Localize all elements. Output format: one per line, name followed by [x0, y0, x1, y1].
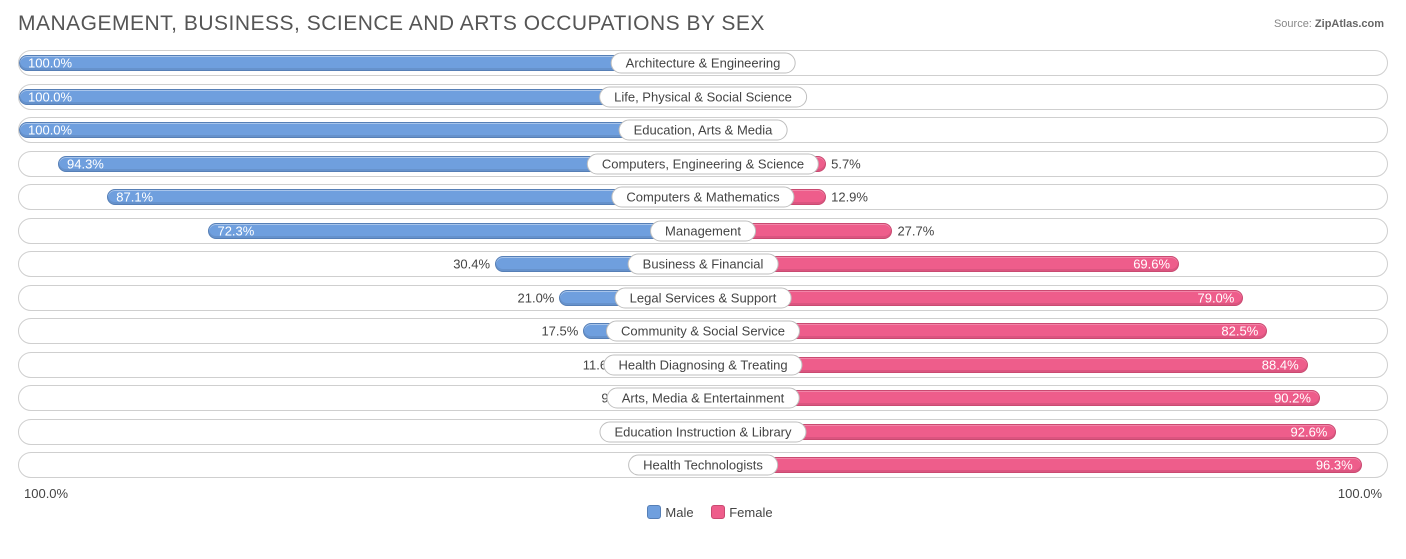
chart-row: 100.0%0.0%Life, Physical & Social Scienc…	[18, 84, 1388, 110]
category-pill: Business & Financial	[628, 254, 779, 275]
category-pill: Life, Physical & Social Science	[599, 86, 807, 107]
female-pct-label: 96.3%	[1316, 458, 1353, 473]
chart-row: 17.5% 82.5% Community & Social Service	[18, 318, 1388, 344]
female-pct-label: 5.7%	[831, 156, 861, 171]
x-axis: 100.0% 100.0%	[18, 486, 1388, 501]
chart-row: 9.8% 90.2% Arts, Media & Entertainment	[18, 385, 1388, 411]
category-pill: Architecture & Engineering	[611, 53, 796, 74]
chart-row: 3.7% 96.3% Health Technologists	[18, 452, 1388, 478]
male-track: 11.6%	[19, 353, 703, 377]
female-track: 82.5%	[703, 319, 1387, 343]
male-track: 3.7%	[19, 453, 703, 477]
source-name: ZipAtlas.com	[1315, 18, 1384, 30]
female-swatch	[711, 505, 725, 519]
female-pct-label: 69.6%	[1133, 257, 1170, 272]
category-pill: Community & Social Service	[606, 321, 800, 342]
category-pill: Computers, Engineering & Science	[587, 153, 819, 174]
female-track: 96.3%	[703, 453, 1387, 477]
male-bar: 100.0%	[19, 122, 703, 138]
male-pct-label: 100.0%	[28, 123, 72, 138]
male-pct-label: 100.0%	[28, 89, 72, 104]
male-track: 17.5%	[19, 319, 703, 343]
chart-row: 11.6% 88.4% Health Diagnosing & Treating	[18, 352, 1388, 378]
female-track: 12.9%	[703, 185, 1387, 209]
source-prefix: Source:	[1274, 18, 1315, 30]
male-track: 30.4%	[19, 252, 703, 276]
legend-male-label: Male	[665, 505, 693, 520]
female-pct-label: 90.2%	[1274, 391, 1311, 406]
male-bar: 100.0%	[19, 55, 703, 71]
female-track: 27.7%	[703, 219, 1387, 243]
male-track: 72.3%	[19, 219, 703, 243]
legend: Male Female	[18, 505, 1388, 520]
chart-row: 21.0% 79.0% Legal Services & Support	[18, 285, 1388, 311]
diverging-bar-chart: 100.0%0.0%Architecture & Engineering100.…	[18, 50, 1388, 478]
female-track: 0.0%	[703, 118, 1387, 142]
category-pill: Computers & Mathematics	[611, 187, 794, 208]
male-pct-label: 30.4%	[453, 257, 490, 272]
chart-row: 7.4%92.6%Education Instruction & Library	[18, 419, 1388, 445]
female-track: 69.6%	[703, 252, 1387, 276]
female-pct-label: 88.4%	[1262, 357, 1299, 372]
female-pct-label: 12.9%	[831, 190, 868, 205]
axis-right-label: 100.0%	[1338, 486, 1382, 501]
male-track: 9.8%	[19, 386, 703, 410]
legend-female-label: Female	[729, 505, 772, 520]
chart-row: 30.4% 69.6% Business & Financial	[18, 251, 1388, 277]
category-pill: Education, Arts & Media	[619, 120, 788, 141]
chart-row: 94.3% 5.7% Computers, Engineering & Scienc…	[18, 151, 1388, 177]
category-pill: Management	[650, 220, 756, 241]
male-bar: 72.3%	[208, 223, 703, 239]
female-track: 79.0%	[703, 286, 1387, 310]
female-pct-label: 79.0%	[1197, 290, 1234, 305]
male-track: 87.1%	[19, 185, 703, 209]
female-track: 88.4%	[703, 353, 1387, 377]
chart-row: 72.3% 27.7% Management	[18, 218, 1388, 244]
source-attribution: Source: ZipAtlas.com	[1274, 18, 1384, 30]
male-track: 100.0%	[19, 118, 703, 142]
male-pct-label: 17.5%	[541, 324, 578, 339]
category-pill: Health Diagnosing & Treating	[603, 354, 802, 375]
category-pill: Arts, Media & Entertainment	[607, 388, 800, 409]
male-swatch	[647, 505, 661, 519]
chart-row: 100.0% 0.0%Education, Arts & Media	[18, 117, 1388, 143]
category-pill: Legal Services & Support	[615, 287, 792, 308]
axis-left-label: 100.0%	[24, 486, 68, 501]
female-pct-label: 92.6%	[1291, 424, 1328, 439]
male-pct-label: 21.0%	[518, 290, 555, 305]
male-track: 100.0%	[19, 51, 703, 75]
chart-row: 100.0% 0.0%Architecture & Engineering	[18, 50, 1388, 76]
category-pill: Education Instruction & Library	[599, 421, 806, 442]
male-track: 21.0%	[19, 286, 703, 310]
male-pct-label: 72.3%	[217, 223, 254, 238]
chart-title: MANAGEMENT, BUSINESS, SCIENCE AND ARTS O…	[18, 12, 1388, 36]
female-pct-label: 27.7%	[897, 223, 934, 238]
male-pct-label: 94.3%	[67, 156, 104, 171]
male-pct-label: 87.1%	[116, 190, 153, 205]
female-bar: 96.3%	[703, 457, 1362, 473]
female-pct-label: 82.5%	[1221, 324, 1258, 339]
female-track: 0.0%	[703, 51, 1387, 75]
category-pill: Health Technologists	[628, 455, 778, 476]
chart-row: 87.1% 12.9% Computers & Mathematics	[18, 184, 1388, 210]
male-pct-label: 100.0%	[28, 56, 72, 71]
female-track: 90.2%	[703, 386, 1387, 410]
